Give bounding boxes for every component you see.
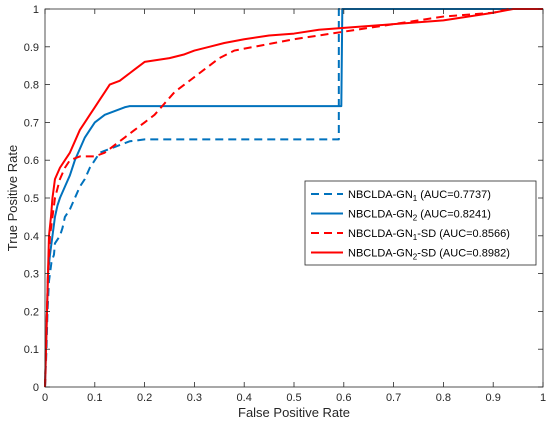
x-tick-label: 0.7 — [386, 392, 401, 404]
legend-box — [304, 180, 537, 266]
y-tick-label: 0.8 — [24, 80, 39, 92]
x-tick-label: 0.5 — [286, 392, 301, 404]
y-tick-label: 0.1 — [24, 344, 39, 356]
x-tick-label: 0.4 — [237, 392, 252, 404]
x-tick-label: 0.1 — [87, 392, 102, 404]
legend-entry-1: NBCLDA-GN1 (AUC=0.7737) — [348, 189, 491, 203]
series-line-2 — [44, 8, 543, 388]
x-tick-label: 0.3 — [187, 392, 202, 404]
y-tick-label: 0.7 — [24, 117, 39, 129]
x-tick-label: 0.9 — [486, 392, 501, 404]
y-tick-label: 0.5 — [24, 193, 39, 205]
legend-entry-4: NBCLDA-GN2-SD (AUC=0.8982) — [348, 248, 510, 262]
y-tick-label: 0.6 — [24, 155, 39, 167]
legend-entry-2: NBCLDA-GN2 (AUC=0.8241) — [348, 209, 491, 223]
y-axis-title: True Positive Rate — [5, 145, 20, 251]
legend-entry-3: NBCLDA-GN1-SD (AUC=0.8566) — [348, 228, 510, 242]
y-tick-label: 0 — [33, 382, 39, 394]
x-tick-label: 0 — [42, 392, 48, 404]
series-layer — [44, 8, 543, 388]
legend: NBCLDA-GN1 (AUC=0.7737) NBCLDA-GN2 (AUC=0… — [304, 180, 537, 266]
x-tick-label: 1 — [540, 392, 546, 404]
x-tick-label: 0.2 — [137, 392, 152, 404]
x-tick-label: 0.6 — [336, 392, 351, 404]
series-line-4 — [44, 8, 543, 388]
series-line-1 — [44, 8, 543, 388]
x-axis-title: False Positive Rate — [238, 405, 350, 420]
y-tick-label: 0.2 — [24, 306, 39, 318]
y-tick-label: 0.9 — [24, 42, 39, 54]
ticks-layer: 0 0.1 0.2 0.3 0.4 0.5 0.6 0.7 0.8 0.9 1 0 0.1 0.2 0.3 0… — [24, 4, 546, 404]
y-tick-label: 1 — [33, 4, 39, 16]
y-tick-label: 0.3 — [24, 269, 39, 281]
y-tick-label: 0.4 — [24, 231, 39, 243]
series-line-3 — [44, 8, 543, 388]
x-tick-label: 0.8 — [436, 392, 451, 404]
